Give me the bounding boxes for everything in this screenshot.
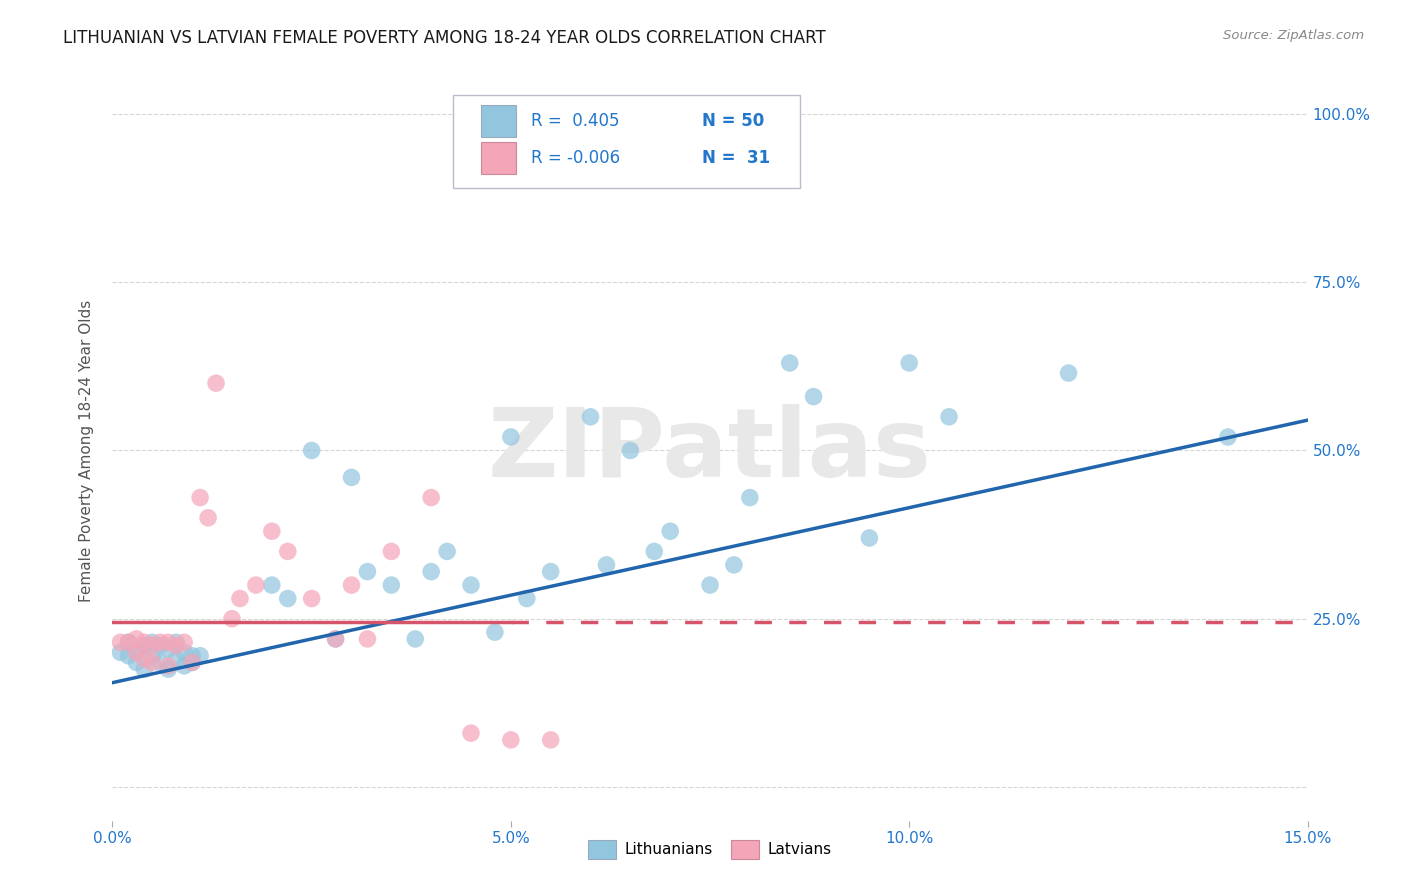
Point: [898, 356, 921, 370]
Point: [380, 544, 402, 558]
Point: [157, 658, 180, 673]
Point: [325, 632, 347, 646]
Point: [699, 578, 721, 592]
Point: [540, 565, 562, 579]
Point: [643, 544, 665, 558]
Point: [125, 656, 148, 670]
Point: [173, 635, 195, 649]
Point: [245, 578, 267, 592]
Point: [125, 645, 148, 659]
Text: N = 50: N = 50: [702, 112, 763, 130]
Point: [110, 635, 132, 649]
Point: [277, 544, 299, 558]
Point: [260, 524, 283, 539]
Legend: Lithuanians, Latvians: Lithuanians, Latvians: [582, 834, 838, 865]
Point: [188, 648, 211, 663]
Point: [420, 565, 443, 579]
Point: [420, 491, 443, 505]
Point: [404, 632, 426, 646]
Point: [659, 524, 682, 539]
Point: [157, 635, 180, 649]
Point: [595, 558, 617, 572]
Point: [181, 656, 204, 670]
Point: [229, 591, 252, 606]
Point: [141, 635, 163, 649]
Point: [117, 635, 139, 649]
Point: [173, 658, 195, 673]
Point: [858, 531, 880, 545]
FancyBboxPatch shape: [481, 105, 516, 136]
Text: R = -0.006: R = -0.006: [531, 149, 620, 167]
Point: [499, 732, 522, 747]
Point: [260, 578, 283, 592]
Point: [499, 430, 522, 444]
Text: R =  0.405: R = 0.405: [531, 112, 619, 130]
Point: [110, 645, 132, 659]
Point: [301, 591, 323, 606]
Point: [619, 443, 641, 458]
Text: LITHUANIAN VS LATVIAN FEMALE POVERTY AMONG 18-24 YEAR OLDS CORRELATION CHART: LITHUANIAN VS LATVIAN FEMALE POVERTY AMO…: [63, 29, 825, 46]
Text: Source: ZipAtlas.com: Source: ZipAtlas.com: [1223, 29, 1364, 42]
Point: [738, 491, 761, 505]
Point: [340, 470, 363, 484]
Point: [579, 409, 602, 424]
Point: [125, 645, 148, 659]
Point: [205, 376, 228, 391]
Point: [134, 635, 156, 649]
Point: [1216, 430, 1239, 444]
Point: [938, 409, 960, 424]
Point: [436, 544, 458, 558]
Point: [301, 443, 323, 458]
Point: [134, 652, 156, 666]
Point: [380, 578, 402, 592]
Point: [803, 390, 825, 404]
Point: [134, 662, 156, 676]
Point: [149, 639, 172, 653]
Text: ZIPatlas: ZIPatlas: [488, 404, 932, 497]
Point: [540, 732, 562, 747]
Point: [1057, 366, 1080, 380]
Point: [149, 656, 172, 670]
Point: [723, 558, 745, 572]
Point: [340, 578, 363, 592]
Point: [157, 662, 180, 676]
Point: [325, 632, 347, 646]
Point: [356, 632, 378, 646]
Y-axis label: Female Poverty Among 18-24 Year Olds: Female Poverty Among 18-24 Year Olds: [79, 300, 94, 601]
Point: [117, 635, 139, 649]
Point: [484, 625, 506, 640]
Point: [460, 726, 482, 740]
Point: [165, 635, 187, 649]
Point: [141, 656, 163, 670]
Point: [188, 491, 211, 505]
Point: [181, 648, 204, 663]
Point: [277, 591, 299, 606]
Point: [516, 591, 538, 606]
Point: [149, 635, 172, 649]
Point: [197, 510, 219, 524]
Point: [134, 639, 156, 653]
Point: [117, 648, 139, 663]
Point: [125, 632, 148, 646]
Point: [173, 645, 195, 659]
Point: [779, 356, 801, 370]
Point: [221, 612, 243, 626]
Point: [165, 639, 187, 653]
Point: [141, 639, 163, 653]
Point: [157, 642, 180, 657]
FancyBboxPatch shape: [481, 143, 516, 174]
FancyBboxPatch shape: [453, 95, 800, 187]
Text: N =  31: N = 31: [702, 149, 770, 167]
Point: [356, 565, 378, 579]
Point: [165, 652, 187, 666]
Point: [460, 578, 482, 592]
Point: [141, 648, 163, 663]
Point: [181, 656, 204, 670]
